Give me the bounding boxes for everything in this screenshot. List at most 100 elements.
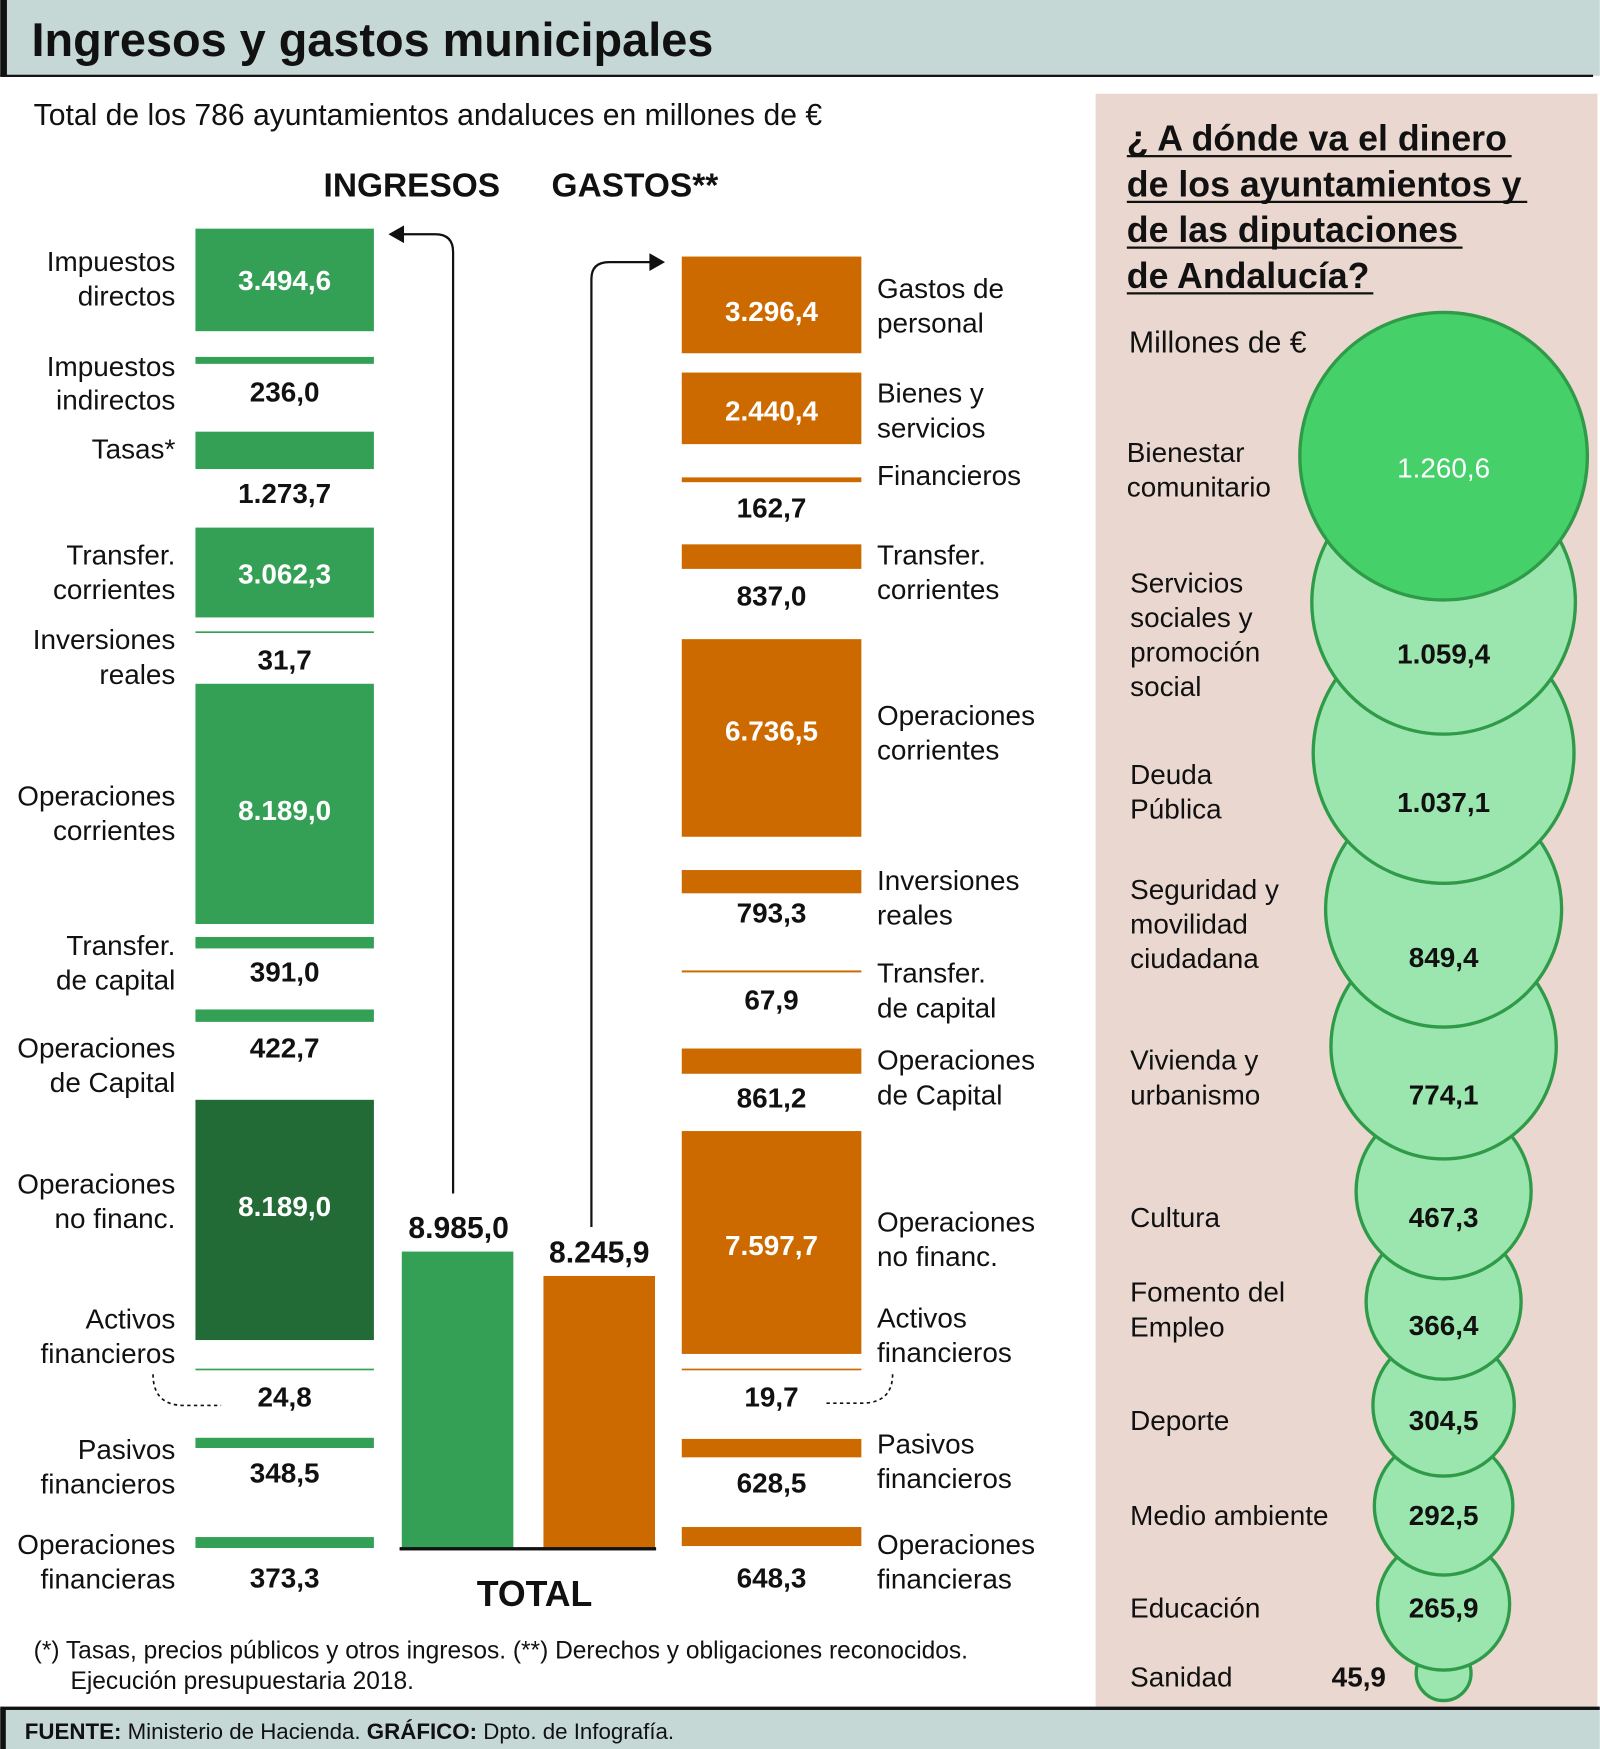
ingresos-value: 31,7 <box>258 644 312 675</box>
gastos-category-label: financieros <box>877 1337 1012 1368</box>
ingresos-value: 236,0 <box>250 377 320 408</box>
gastos-value: 628,5 <box>737 1467 807 1498</box>
ingresos-value: 8.189,0 <box>238 795 331 826</box>
header-rule <box>0 74 1594 77</box>
ingresos-category-label: financieros <box>41 1469 176 1500</box>
gastos-value: 3.296,4 <box>725 296 819 327</box>
arrowhead-icon <box>649 253 666 272</box>
bubble-value: 1.059,4 <box>1397 639 1491 670</box>
gastos-category-label: de Capital <box>877 1079 1003 1110</box>
bubble-value: 1.260,6 <box>1397 452 1490 483</box>
source-label: FUENTE: <box>25 1719 122 1744</box>
gastos-category-label: Inversiones <box>877 865 1020 896</box>
ingresos-category-label: Transfer. <box>66 930 175 961</box>
ingresos-value: 422,7 <box>250 1032 320 1063</box>
activos-ingresos-connector <box>152 1374 222 1407</box>
bubble-category-label: sociales y <box>1130 602 1252 633</box>
bubble-value: 292,5 <box>1409 1500 1479 1531</box>
gastos-category-label: Transfer. <box>877 539 986 570</box>
ingresos-value: 391,0 <box>250 957 320 988</box>
ingresos-value: 1.273,7 <box>238 478 331 509</box>
bubble-category-label: Empleo <box>1130 1311 1225 1342</box>
bubble-category-label: Deuda <box>1130 759 1213 790</box>
subtitle: Total de los 786 ayuntamientos andaluces… <box>34 99 823 132</box>
ingresos-category-label: de Capital <box>50 1067 176 1098</box>
ingresos-value: 373,3 <box>250 1562 320 1593</box>
ingresos-category-label: indirectos <box>56 384 175 415</box>
gastos-bar <box>681 639 862 837</box>
gastos-bar <box>681 970 862 973</box>
bubble-unit-label: Millones de € <box>1129 326 1307 359</box>
total-gastos-value: 8.245,9 <box>549 1237 649 1270</box>
ingresos-category-label: Operaciones <box>17 1169 175 1200</box>
ingresos-bar <box>195 936 374 949</box>
header-accent <box>0 0 7 76</box>
page-title: Ingresos y gastos municipales <box>31 14 713 66</box>
ingresos-bar <box>195 683 374 924</box>
arrowhead-icon <box>388 225 405 244</box>
graphic-label: GRÁFICO: <box>367 1719 477 1744</box>
gastos-category-label: de capital <box>877 992 996 1023</box>
footer-accent <box>0 1708 6 1749</box>
gastos-bar <box>681 477 862 483</box>
footer-rule <box>0 1706 1600 1710</box>
ingresos-value: 348,5 <box>250 1457 320 1488</box>
graphic-credit: Dpto. de Infografía. <box>483 1719 674 1744</box>
bubble-title-line: ¿ A dónde va el dinero <box>1127 119 1507 159</box>
gastos-category-label: personal <box>877 307 984 338</box>
ingresos-category-label: Inversiones <box>33 624 176 655</box>
gastos-category-label: corrientes <box>877 735 999 766</box>
gastos-value: 19,7 <box>744 1382 798 1413</box>
ingresos-bar <box>195 1099 374 1341</box>
gastos-category-label: Bienes y <box>877 378 984 409</box>
ingresos-category-label: Activos <box>85 1303 175 1334</box>
ingresos-category-label: financieras <box>41 1563 176 1594</box>
header-band <box>0 0 1600 76</box>
bubble-category-label: Cultura <box>1130 1202 1220 1233</box>
bubble-category-label: Deporte <box>1130 1405 1229 1436</box>
gastos-category-label: Pasivos <box>877 1428 975 1459</box>
gastos-category-label: Operaciones <box>877 1529 1035 1560</box>
ingresos-value: 3.062,3 <box>238 558 331 589</box>
gastos-category-label: Operaciones <box>877 700 1035 731</box>
ingresos-arrow <box>401 233 455 1194</box>
gastos-bar <box>681 544 862 569</box>
gastos-value: 837,0 <box>737 581 807 612</box>
ingresos-bar <box>195 1537 374 1549</box>
gastos-bar <box>681 870 862 894</box>
bubble-title-line: de los ayuntamientos y <box>1127 164 1522 204</box>
footnote-line-2: Ejecución presupuestaria 2018. <box>71 1668 414 1695</box>
gastos-value: 7.597,7 <box>725 1230 818 1261</box>
title-underline <box>1126 155 1512 158</box>
total-gastos-bar <box>543 1275 655 1549</box>
gastos-value: 648,3 <box>737 1562 807 1593</box>
bubble-value: 45,9 <box>1332 1662 1386 1693</box>
gastos-category-label: financieros <box>877 1463 1012 1494</box>
title-underline <box>1126 246 1463 249</box>
ingresos-category-label: Tasas* <box>92 433 176 464</box>
total-baseline <box>399 1547 657 1551</box>
gastos-header: GASTOS** <box>552 167 719 204</box>
bubble-category-label: Vivienda y <box>1130 1045 1258 1076</box>
bubble-value: 849,4 <box>1409 942 1479 973</box>
total-ingresos-value: 8.985,0 <box>408 1212 508 1245</box>
gastos-value: 6.736,5 <box>725 716 818 747</box>
footer-credits: FUENTE: Ministerio de Hacienda. GRÁFICO:… <box>25 1719 674 1744</box>
title-underline <box>1126 200 1528 204</box>
ingresos-category-label: Impuestos <box>47 351 176 382</box>
bubble-category-label: Sanidad <box>1130 1662 1232 1693</box>
ingresos-category-label: Impuestos <box>47 246 176 277</box>
ingresos-bar <box>195 356 374 364</box>
ingresos-category-label: corrientes <box>53 574 175 605</box>
activos-gastos-connector <box>825 1374 894 1405</box>
footer-band <box>0 1708 1600 1749</box>
ingresos-category-label: Operaciones <box>17 1032 175 1063</box>
bubble-value: 1.037,1 <box>1397 787 1490 818</box>
gastos-category-label: Operaciones <box>877 1206 1035 1237</box>
bubble-category-label: Fomento del <box>1130 1277 1285 1308</box>
bubble-value: 265,9 <box>1409 1592 1479 1623</box>
ingresos-category-label: Pasivos <box>78 1434 176 1465</box>
ingresos-category-label: reales <box>99 659 175 690</box>
ingresos-category-label: Transfer. <box>66 539 175 570</box>
bubble <box>1298 310 1590 602</box>
